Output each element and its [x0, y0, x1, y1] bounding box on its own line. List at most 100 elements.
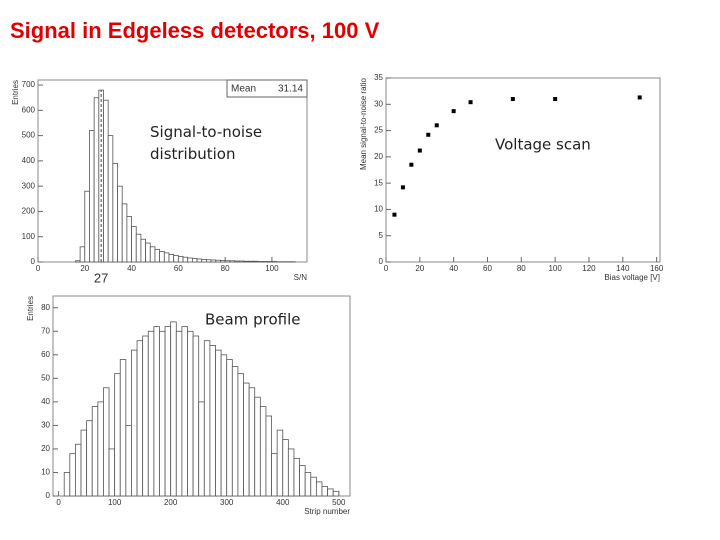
histogram-bar — [293, 457, 300, 497]
x-tick-label: 120 — [582, 264, 596, 273]
y-tick-label: 40 — [41, 397, 50, 406]
y-tick-label: 20 — [41, 444, 50, 453]
histogram-bar — [159, 250, 165, 263]
histogram-bar — [203, 340, 211, 497]
y-axis-label: Mean signal-to-noise ratio — [359, 77, 368, 170]
plot-frame — [37, 79, 308, 263]
y-tick-label: 600 — [22, 105, 36, 114]
histogram-bar — [107, 135, 114, 263]
histogram-bar — [142, 335, 149, 497]
slide-title: Signal in Edgeless detectors, 100 V — [10, 18, 380, 43]
histogram-bar — [147, 330, 155, 497]
histogram-bar — [154, 248, 161, 263]
histogram-bar — [226, 359, 233, 497]
stats-label: Mean — [231, 84, 256, 95]
histogram-bar — [117, 185, 123, 263]
histogram-bar — [91, 406, 99, 497]
histogram-bar — [210, 259, 217, 263]
histogram-bar — [276, 429, 284, 497]
histogram-bar — [215, 259, 221, 263]
histogram-bar — [187, 257, 193, 263]
histogram-bar — [215, 349, 222, 497]
histogram-bar — [282, 439, 289, 497]
histogram-bar — [103, 99, 109, 263]
histogram-bar — [168, 254, 175, 263]
x-tick-label: 0 — [384, 264, 389, 273]
histogram-bar — [315, 481, 323, 497]
histogram-bar — [238, 260, 245, 263]
data-point — [451, 109, 456, 114]
stats-box — [226, 79, 308, 98]
histogram-bar — [163, 252, 170, 263]
histogram-bar — [234, 260, 240, 263]
histogram-bar — [103, 387, 110, 497]
y-tick-label: 70 — [41, 326, 50, 335]
y-tick-label: 10 — [41, 468, 50, 477]
x-tick-label: 40 — [127, 264, 136, 273]
y-tick-label: 60 — [41, 350, 50, 359]
histogram-bar — [108, 448, 116, 497]
histogram-bar — [182, 256, 189, 263]
histogram-bar — [198, 401, 205, 497]
plot-frame — [385, 77, 661, 263]
histogram-bar — [252, 260, 259, 263]
data-point — [409, 162, 414, 167]
x-tick-label: 80 — [221, 264, 230, 273]
y-tick-label: 0 — [379, 257, 384, 266]
annotation: Beam profile — [205, 311, 300, 329]
x-tick-label: 0 — [36, 264, 41, 273]
x-tick-label: 80 — [517, 264, 526, 273]
histogram-bar — [265, 415, 272, 497]
y-tick-label: 25 — [374, 126, 383, 135]
histogram-bar — [153, 326, 160, 497]
histogram-bar — [131, 226, 137, 263]
y-tick-label: 400 — [22, 156, 36, 165]
data-point — [637, 95, 642, 100]
histogram-bar — [75, 260, 81, 263]
histogram-bar — [75, 443, 82, 497]
histogram-bar — [86, 420, 93, 497]
histogram-bar — [191, 258, 198, 263]
histogram-bar — [299, 465, 306, 497]
histogram-bar — [93, 97, 100, 263]
histogram-bar — [248, 387, 256, 497]
histogram-bar — [135, 233, 142, 263]
histogram-bar — [259, 406, 267, 497]
histogram-bar — [177, 256, 184, 263]
histogram-bar — [187, 330, 194, 497]
histogram-bar — [224, 260, 231, 263]
histogram-bar — [321, 486, 328, 497]
y-tick-label: 10 — [374, 205, 383, 214]
y-tick-label: 100 — [22, 232, 36, 241]
histogram-bar — [304, 472, 312, 497]
histogram-bar — [69, 453, 76, 497]
x-tick-label: 0 — [56, 498, 61, 507]
histogram-bar — [201, 259, 207, 263]
histogram-bar — [79, 246, 86, 263]
histogram-bar — [262, 261, 268, 263]
x-tick-label: 60 — [483, 264, 492, 273]
histogram-bar — [310, 476, 317, 497]
y-tick-label: 5 — [379, 231, 384, 240]
y-tick-label: 80 — [41, 303, 50, 312]
histogram-bar — [145, 242, 151, 263]
y-axis-label: Entries — [26, 296, 35, 321]
histogram-bar — [170, 321, 177, 497]
histogram-bar — [181, 326, 188, 497]
histogram-bar — [287, 448, 295, 497]
histogram-bar — [112, 163, 118, 263]
stats-value: 31.14 — [278, 84, 303, 95]
histogram-bar — [257, 261, 263, 263]
histogram-bar — [266, 261, 273, 263]
x-tick-label: 40 — [449, 264, 458, 273]
y-tick-label: 35 — [374, 73, 383, 82]
histogram-bar — [327, 488, 334, 497]
histogram-bar — [159, 330, 166, 497]
x-tick-label: 20 — [415, 264, 424, 273]
histogram-bar — [131, 349, 138, 497]
x-tick-label: 140 — [616, 264, 630, 273]
y-tick-label: 50 — [41, 373, 50, 382]
histogram-bar — [254, 396, 261, 497]
histogram-bar — [243, 260, 249, 263]
data-point — [468, 100, 473, 105]
